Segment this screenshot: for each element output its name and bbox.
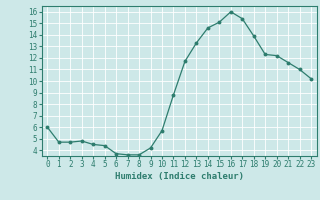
X-axis label: Humidex (Indice chaleur): Humidex (Indice chaleur) xyxy=(115,172,244,181)
